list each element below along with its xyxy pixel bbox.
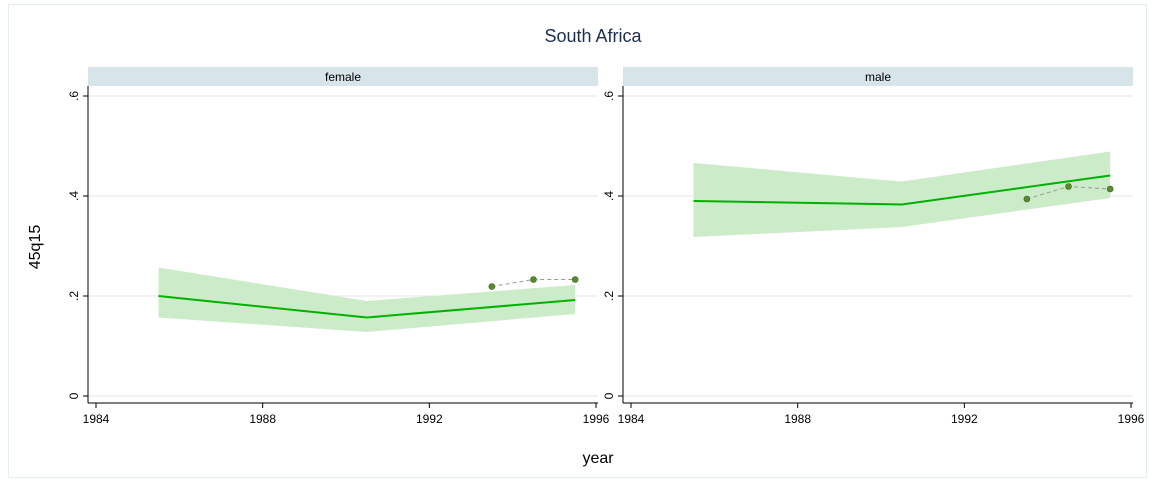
panel-strip-label: female bbox=[325, 70, 361, 84]
x-tick-label: 1996 bbox=[583, 412, 610, 426]
panel-strip bbox=[623, 67, 1133, 86]
y-tick-label: 0 bbox=[67, 392, 81, 399]
y-tick-label: .4 bbox=[67, 191, 81, 201]
panel-strip bbox=[88, 67, 598, 86]
x-tick-label: 1984 bbox=[83, 412, 110, 426]
x-tick-label: 1996 bbox=[1118, 412, 1145, 426]
y-tick-label: .2 bbox=[67, 291, 81, 301]
estimate-line bbox=[158, 295, 576, 319]
panel-male: male 0 .2 .4 .6 1984 1988 1992 1996 bbox=[602, 67, 1145, 426]
observed-point bbox=[1023, 195, 1031, 203]
x-axis-label: year bbox=[582, 450, 614, 467]
x-tick-label: 1988 bbox=[249, 412, 276, 426]
panel-female: female 0 .2 .4 .6 1984 1988 1992 1996 bbox=[67, 67, 610, 426]
confidence-band bbox=[158, 267, 576, 332]
y-tick-label: 0 bbox=[602, 392, 616, 399]
panels-layer: female 0 .2 .4 .6 1984 1988 1992 1996 male 0 .2 .4 .6… bbox=[67, 67, 1145, 426]
observed-point bbox=[571, 276, 579, 283]
observed-point bbox=[488, 283, 496, 290]
chart-title: South Africa bbox=[544, 26, 642, 46]
observed-point bbox=[1065, 183, 1072, 190]
y-tick-label: .4 bbox=[602, 191, 616, 201]
confidence-band bbox=[693, 151, 1111, 237]
x-tick-label: 1992 bbox=[951, 412, 978, 426]
y-tick-label: .6 bbox=[602, 91, 616, 101]
x-tick-label: 1992 bbox=[416, 412, 443, 426]
x-tick-label: 1984 bbox=[618, 412, 645, 426]
observed-point bbox=[1106, 185, 1114, 193]
y-axis-label: 45q15 bbox=[27, 225, 44, 270]
estimate-line bbox=[693, 174, 1111, 206]
x-tick-label: 1988 bbox=[784, 412, 811, 426]
y-tick-label: .2 bbox=[602, 291, 616, 301]
y-tick-label: .6 bbox=[67, 91, 81, 101]
observed-point bbox=[530, 276, 537, 283]
panel-strip-label: male bbox=[865, 70, 891, 84]
